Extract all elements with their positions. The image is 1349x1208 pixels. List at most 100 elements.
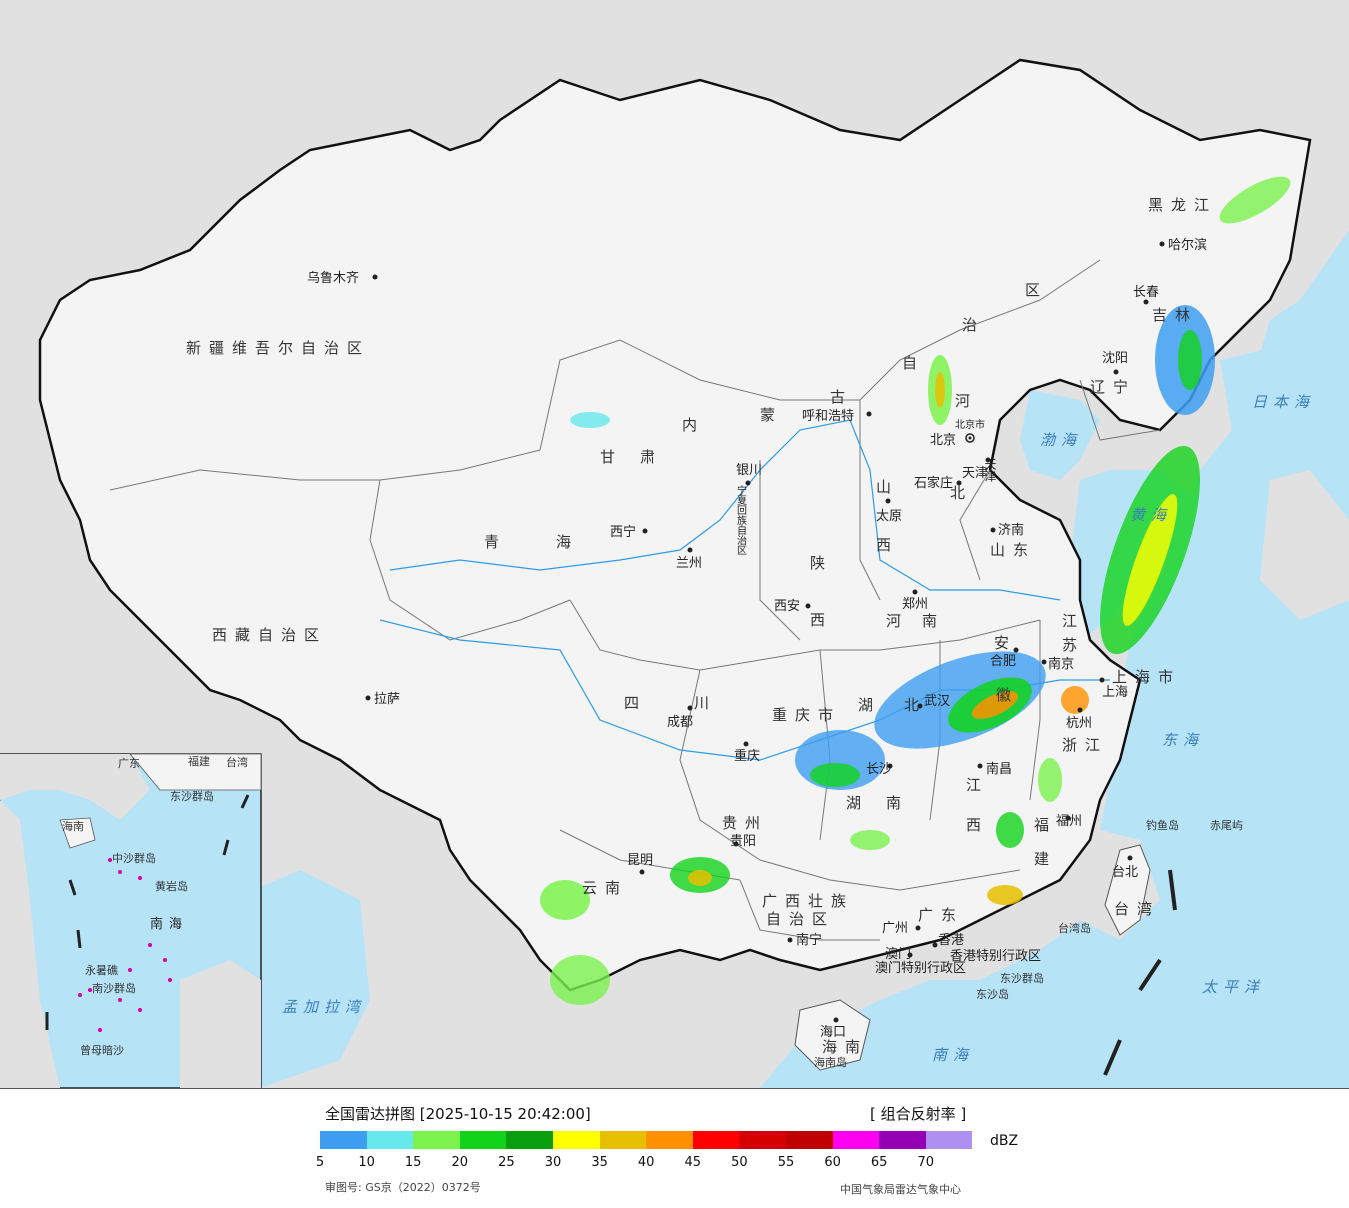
island-labels: 钓鱼岛 赤尾屿 台湾岛 东沙群岛 东沙岛 海南岛 — [814, 818, 1243, 1069]
province-hebei-1: 河 — [955, 392, 978, 410]
province-xinjiang: 新疆维吾尔自治区 — [186, 339, 370, 357]
map-panel: 新疆维吾尔自治区 西藏自治区 青 海 甘 肃 内 蒙 古 自 治 区 黑龙江 吉… — [0, 0, 1349, 1089]
province-sichuan-1: 四 — [624, 694, 647, 712]
province-anhui-2: 徽 — [996, 686, 1019, 704]
legend-swatch — [413, 1131, 460, 1149]
legend-swatch — [925, 1131, 973, 1149]
city-kunming: 昆明 — [627, 853, 653, 868]
province-henan-1: 河 — [886, 612, 909, 630]
city-jinan: 济南 — [998, 522, 1024, 538]
city-wulumuqi: 乌鲁木齐 — [307, 270, 359, 286]
province-hebei-2: 北 — [950, 484, 973, 502]
province-guizhou: 贵州 — [722, 814, 768, 832]
sea-donghai: 东海 — [1162, 731, 1204, 749]
legend-color-bar — [320, 1131, 973, 1149]
province-neimeng-3: 古 — [830, 388, 853, 406]
province-neimeng-6: 区 — [1025, 281, 1048, 299]
city-taibei: 台北 — [1112, 865, 1138, 880]
province-guangxi-1: 广西壮族 — [762, 892, 854, 910]
legend-tick-labels: 5 10 15 20 25 30 35 40 45 50 55 60 65 70 — [0, 1155, 1349, 1173]
inset-label-yongshu: 永暑礁 — [85, 963, 118, 977]
city-hefei: 合肥 — [990, 654, 1016, 669]
province-hk: 香港特别行政区 — [950, 949, 1041, 964]
province-jiangsu-1: 江 — [1062, 612, 1085, 630]
province-labels: 新疆维吾尔自治区 西藏自治区 青 海 甘 肃 内 蒙 古 自 治 区 黑龙江 吉… — [186, 196, 1217, 1056]
inset-label-nansha: 南沙群岛 — [92, 981, 136, 995]
legend-swatch — [320, 1131, 367, 1149]
province-anhui-1: 安 — [994, 634, 1017, 652]
city-hangzhou: 杭州 — [1066, 716, 1092, 731]
city-nanning: 南宁 — [796, 932, 822, 948]
city-zhengzhou: 郑州 — [902, 597, 928, 612]
province-hunan-2: 南 — [886, 794, 909, 812]
province-liaoning: 辽宁 — [1090, 378, 1136, 396]
legend-tick: 55 — [777, 1155, 795, 1170]
province-tianjin: 天津 — [983, 458, 997, 482]
province-hubei-2: 北 — [904, 696, 927, 714]
inset-label-taiwan: 台湾 — [226, 755, 248, 769]
producer-credit: 中国气象局雷达气象中心 — [840, 1183, 961, 1196]
province-shaanxi-2: 西 — [810, 611, 833, 629]
island-hainandao: 海南岛 — [814, 1055, 847, 1069]
province-jiangsu-2: 苏 — [1062, 636, 1085, 654]
city-changchun: 长春 — [1133, 285, 1159, 300]
legend-swatch — [646, 1131, 693, 1149]
province-xizang: 西藏自治区 — [212, 626, 327, 644]
city-changsha: 长沙 — [866, 762, 892, 777]
inset-label-zhongsha: 中沙群岛 — [112, 851, 156, 865]
province-chongqing: 重庆市 — [772, 706, 841, 724]
legend-tick: 65 — [870, 1155, 888, 1170]
inset-label-huangyan: 黄岩岛 — [155, 879, 188, 893]
city-chongqing: 重庆 — [734, 748, 760, 764]
province-hunan-1: 湖 — [846, 794, 869, 812]
sea-labels: 日本海 东海 太平洋 南海 孟加拉湾 渤海 黄海 — [282, 393, 1309, 1064]
city-yinchuan: 银川 — [736, 463, 762, 478]
legend-tick: 40 — [637, 1155, 655, 1170]
south-china-sea-inset: 南海 广东 福建 台湾 海南 东沙群岛 中沙群岛 黄岩岛 南沙群岛 曾母暗沙 永… — [0, 753, 262, 1088]
province-qinghai-2: 海 — [556, 533, 579, 551]
legend-tick: 35 — [591, 1155, 608, 1170]
province-guangdong: 广东 — [918, 906, 964, 924]
province-hainan: 海南 — [822, 1038, 868, 1056]
inset-label-zengmu: 曾母暗沙 — [80, 1043, 124, 1057]
province-macau: 澳门特别行政区 — [875, 960, 966, 976]
city-guiyang: 贵阳 — [730, 834, 756, 849]
china-mainland — [38, 58, 1312, 992]
province-jilin: 吉林 — [1152, 306, 1198, 324]
city-nanchang: 南昌 — [986, 761, 1012, 777]
legend-swatch — [785, 1131, 833, 1149]
inset-label-hainan: 海南 — [62, 819, 84, 833]
island-dongshadao: 东沙岛 — [976, 987, 1009, 1001]
korea-japan-land — [1260, 470, 1349, 620]
province-neimeng-1: 内 — [682, 416, 705, 434]
province-jiangxi-1: 江 — [966, 776, 989, 794]
city-chengdu: 成都 — [667, 715, 693, 730]
city-xianggang: 香港 — [938, 933, 964, 948]
taiwan-island — [1104, 844, 1151, 936]
province-boundaries — [109, 259, 1161, 941]
island-chiwei: 赤尾屿 — [1210, 819, 1243, 832]
city-nanjing: 南京 — [1048, 656, 1074, 672]
city-taiyuan: 太原 — [876, 509, 902, 524]
province-jiangxi-2: 西 — [966, 816, 989, 834]
island-diaoyu: 钓鱼岛 — [1146, 818, 1179, 832]
legend-swatch — [459, 1131, 507, 1149]
bay-of-bengal — [230, 870, 370, 1088]
legend-swatch — [832, 1131, 880, 1149]
province-gansu-1: 甘 — [600, 448, 623, 466]
province-heilongjiang: 黑龙江 — [1148, 196, 1217, 214]
sea-nanhai: 南海 — [932, 1046, 974, 1064]
legend-tick: 5 — [315, 1155, 325, 1170]
province-neimeng-5: 治 — [962, 316, 985, 334]
inset-sea: 南海 — [150, 916, 188, 932]
inset-label-dongsha: 东沙群岛 — [170, 789, 214, 803]
city-labels: 乌鲁木齐 拉萨 西宁 兰州 银川 呼和浩特 哈尔滨 长春 沈阳 北京 天津 石家… — [307, 237, 1207, 1040]
province-ningxia: 宁夏回族自治区 — [735, 484, 747, 555]
province-fujian-1: 福 — [1034, 816, 1057, 834]
province-taiwan: 台湾 — [1114, 900, 1160, 918]
legend-panel: 全国雷达拼图 [2025-10-15 20:42:00] [ 组合反射率 ] d… — [0, 1089, 1349, 1208]
inset-label-guangdong: 广东 — [118, 757, 140, 770]
city-huhehaote: 呼和浩特 — [802, 409, 854, 424]
province-yunnan: 云南 — [582, 879, 628, 897]
bohai-sea — [1020, 390, 1100, 480]
